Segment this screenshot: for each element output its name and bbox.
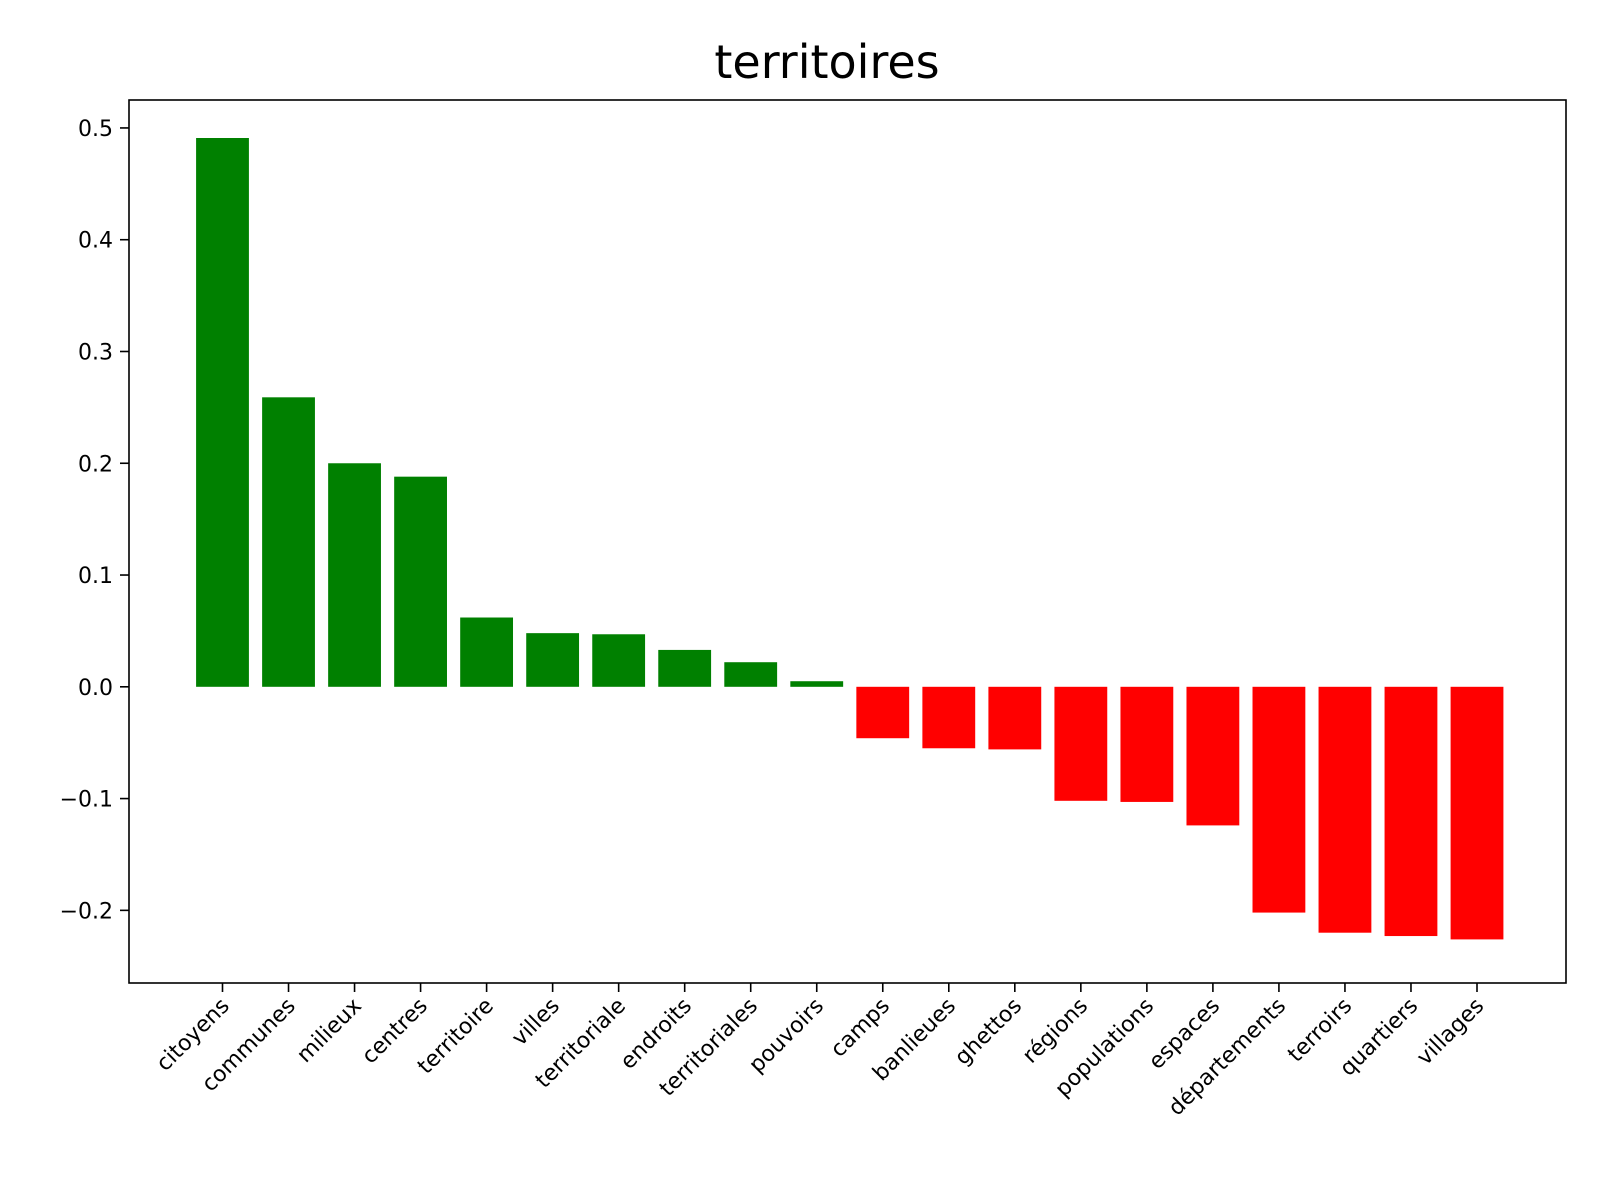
y-tick-label: 0.5	[78, 117, 113, 142]
bar-communes	[262, 397, 315, 687]
y-tick-label: 0.3	[78, 340, 113, 365]
bar-territoriales	[724, 662, 778, 687]
y-tick-label: 0.2	[78, 452, 113, 477]
x-tick-label-villes: villes	[507, 994, 565, 1052]
x-tick-label-villages: villages	[1412, 994, 1489, 1071]
bar-quartiers	[1384, 686, 1438, 937]
y-tick-label: 0.0	[78, 676, 113, 701]
bar-centres	[394, 476, 447, 687]
bar-ghettos	[988, 686, 1042, 750]
plot-frame	[128, 99, 1567, 984]
bar-territoriale	[592, 634, 646, 687]
bars-group	[196, 138, 1504, 940]
bar-pouvoirs	[790, 681, 844, 687]
bar-populations	[1120, 686, 1174, 802]
bar-départements	[1252, 686, 1306, 913]
x-tick-label-milieux: milieux	[292, 994, 366, 1068]
y-tick-label: −0.1	[60, 788, 113, 813]
bar-milieux	[328, 463, 381, 687]
bar-endroits	[658, 649, 712, 687]
y-tick-label: 0.1	[78, 564, 113, 589]
bar-espaces	[1186, 686, 1240, 826]
y-axis: 0.5 0.4 0.3 0.2 0.1 0.0 −0.1 −0.2	[60, 117, 129, 924]
x-axis: citoyenscommunesmilieuxcentresterritoire…	[152, 983, 1489, 1121]
x-tick-label-départements: départements	[1164, 994, 1291, 1121]
bar-villages	[1450, 686, 1504, 940]
chart-title: territoires	[714, 35, 939, 89]
bar-régions	[1054, 686, 1108, 801]
bar-territoire	[460, 617, 514, 687]
bar-citoyens	[196, 138, 249, 687]
bar-banlieues	[922, 686, 976, 749]
bar-villes	[526, 633, 580, 687]
bar-terroirs	[1318, 686, 1372, 933]
bar-camps	[856, 686, 910, 739]
y-tick-label: 0.4	[78, 229, 113, 254]
y-tick-label: −0.2	[60, 899, 113, 924]
x-tick-label-ghettos: ghettos	[950, 994, 1027, 1071]
